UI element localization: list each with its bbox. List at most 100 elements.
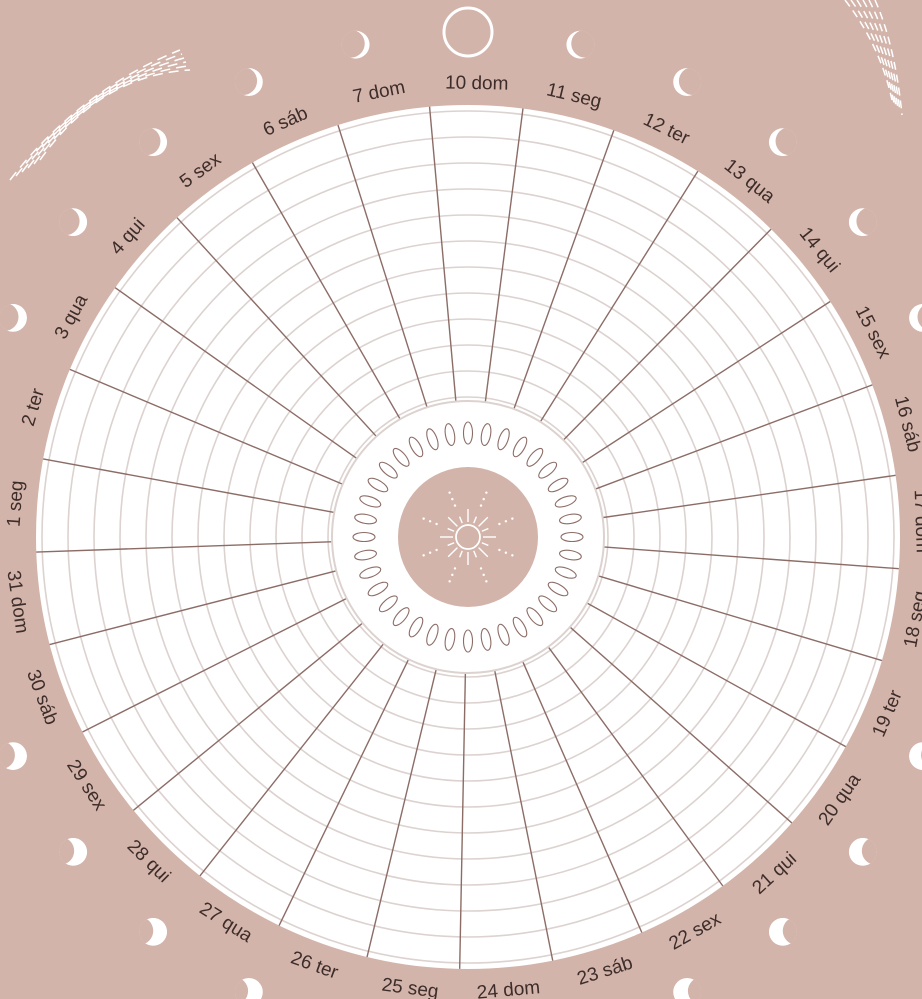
petal-icon bbox=[408, 436, 424, 458]
petal-icon bbox=[367, 477, 389, 493]
decorative-stroke bbox=[33, 65, 189, 165]
tracker-ring bbox=[223, 292, 713, 782]
day-spoke bbox=[484, 108, 524, 405]
petal-icon bbox=[462, 629, 474, 653]
day-label[interactable]: 10 dom bbox=[445, 72, 509, 94]
petal-icon bbox=[444, 628, 456, 651]
petal-icon bbox=[497, 623, 510, 646]
day-spoke bbox=[337, 124, 429, 410]
day-spoke bbox=[521, 659, 643, 933]
decorative-stroke bbox=[862, 0, 899, 110]
petal-icon bbox=[526, 607, 544, 627]
day-spoke bbox=[593, 384, 873, 491]
petal-icon bbox=[367, 581, 389, 597]
day-spoke bbox=[114, 287, 359, 461]
petal-icon bbox=[560, 531, 584, 543]
decorative-stroke bbox=[868, 0, 901, 113]
day-spoke bbox=[36, 540, 335, 553]
day-spoke bbox=[69, 368, 345, 486]
petal-icon bbox=[538, 595, 558, 613]
petal-icon bbox=[392, 447, 410, 467]
petal-icon bbox=[462, 421, 474, 445]
decorative-stroke bbox=[15, 53, 183, 177]
day-label[interactable]: 1 seg bbox=[4, 480, 28, 528]
tracker-ring bbox=[93, 162, 843, 912]
day-spoke bbox=[600, 474, 896, 519]
moon-phase-icon bbox=[0, 742, 28, 771]
tracker-ring bbox=[145, 214, 791, 860]
day-spoke bbox=[567, 625, 793, 824]
decorative-stroke bbox=[844, 0, 893, 101]
petal-icon bbox=[538, 461, 558, 479]
petal-icon bbox=[426, 623, 439, 646]
day-spoke bbox=[199, 641, 386, 877]
center-disc bbox=[398, 467, 538, 607]
petal-icon bbox=[354, 513, 377, 525]
moon-phase-icon bbox=[442, 6, 494, 58]
decorative-stroke bbox=[27, 61, 187, 169]
wheel-spokes bbox=[36, 106, 899, 969]
petal-icon bbox=[426, 428, 439, 451]
decorative-stroke bbox=[874, 0, 903, 116]
petal-icon bbox=[408, 616, 424, 638]
petal-icon bbox=[526, 447, 544, 467]
moon-phase-icon bbox=[848, 208, 877, 237]
day-spoke bbox=[42, 458, 337, 514]
sun-icon bbox=[422, 491, 514, 583]
day-spoke bbox=[579, 300, 831, 465]
day-spoke bbox=[584, 601, 847, 748]
day-spoke bbox=[493, 668, 554, 961]
moon-phase-icon bbox=[908, 742, 922, 771]
petal-icon bbox=[392, 607, 410, 627]
petal-icon bbox=[359, 566, 382, 579]
petal-icon bbox=[547, 477, 569, 493]
petal-icon bbox=[354, 549, 377, 561]
day-spoke bbox=[596, 574, 883, 662]
decorative-strokes bbox=[9, 0, 903, 181]
decorative-stroke bbox=[856, 0, 897, 107]
tracker-ring bbox=[67, 136, 869, 938]
day-spoke bbox=[428, 106, 457, 404]
day-spoke bbox=[546, 644, 724, 887]
moon-phase-icon bbox=[139, 917, 168, 946]
petal-icon bbox=[480, 423, 492, 446]
day-spoke bbox=[251, 162, 402, 422]
day-spoke bbox=[82, 596, 349, 733]
tracker-ring bbox=[301, 370, 635, 704]
tracker-ring bbox=[171, 240, 765, 834]
day-spoke bbox=[512, 130, 615, 412]
petal-icon bbox=[359, 495, 382, 508]
petal-icon bbox=[547, 581, 569, 597]
petal-icon bbox=[378, 595, 398, 613]
petal-icon bbox=[512, 436, 528, 458]
day-spoke bbox=[366, 667, 438, 958]
wheel-rings bbox=[41, 110, 895, 964]
decorative-stroke bbox=[39, 69, 191, 161]
petal-icon bbox=[559, 513, 582, 525]
tracker-ring bbox=[275, 344, 661, 730]
day-spoke bbox=[176, 217, 379, 439]
petal-icon bbox=[554, 495, 577, 508]
day-spoke bbox=[458, 670, 467, 969]
petal-icon bbox=[378, 461, 398, 479]
petal-icon bbox=[512, 616, 528, 638]
petal-icon bbox=[559, 549, 582, 561]
moon-phase-icon bbox=[768, 917, 797, 946]
moon-phase-icon bbox=[908, 303, 922, 332]
day-spoke bbox=[49, 569, 339, 646]
tracker-ring bbox=[119, 188, 817, 886]
day-spoke bbox=[538, 170, 699, 424]
tracker-ring bbox=[249, 318, 687, 756]
moon-phase-icon bbox=[59, 837, 88, 866]
day-label[interactable]: 24 dom bbox=[476, 977, 541, 999]
tracker-ring bbox=[41, 110, 895, 964]
day-spoke bbox=[561, 228, 772, 443]
petal-icon bbox=[554, 566, 577, 579]
day-spoke bbox=[132, 621, 365, 811]
moon-phase-icon bbox=[59, 208, 88, 237]
center-circle bbox=[398, 467, 538, 607]
day-label[interactable]: 17 dom bbox=[910, 489, 922, 553]
petal-icon bbox=[444, 423, 456, 446]
decorative-stroke bbox=[21, 57, 185, 173]
